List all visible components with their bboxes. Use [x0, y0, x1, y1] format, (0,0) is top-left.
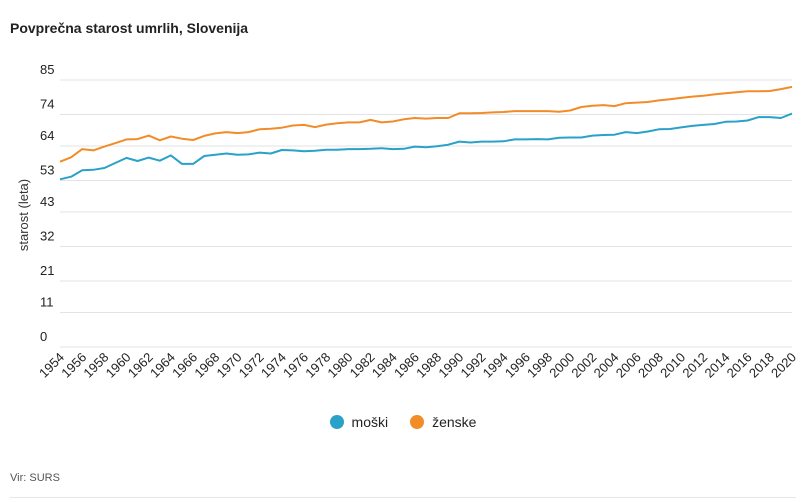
legend-item-zenske[interactable]: ženske — [410, 414, 476, 430]
legend-swatch-zenske — [410, 415, 425, 429]
legend-swatch-moski — [329, 415, 344, 429]
legend-label-moski: moški — [351, 414, 389, 430]
y-tick-label: 32 — [40, 228, 54, 243]
y-axis-label: starost (leta) — [16, 179, 31, 251]
series-line-zenske[interactable] — [59, 85, 793, 163]
y-tick-label: 85 — [40, 62, 54, 77]
bottom-divider — [10, 497, 796, 498]
y-tick-label: 64 — [40, 128, 54, 143]
x-tick-label: 2020 — [768, 350, 799, 381]
legend-item-moski[interactable]: moški — [329, 414, 389, 430]
chart-title: Povprečna starost umrlih, Slovenija — [10, 20, 249, 36]
y-tick-label: 11 — [40, 294, 54, 309]
y-tick-label: 74 — [40, 97, 54, 112]
y-tick-label: 0 — [40, 329, 47, 344]
y-tick-label: 43 — [40, 194, 54, 209]
y-tick-label: 53 — [40, 163, 54, 178]
series-line-moski[interactable] — [59, 112, 793, 181]
legend-label-zenske: ženske — [432, 414, 477, 430]
source-note: Vir: SURS — [10, 472, 60, 484]
chart-legend: moški ženske — [0, 414, 806, 430]
y-tick-label: 21 — [40, 263, 54, 278]
